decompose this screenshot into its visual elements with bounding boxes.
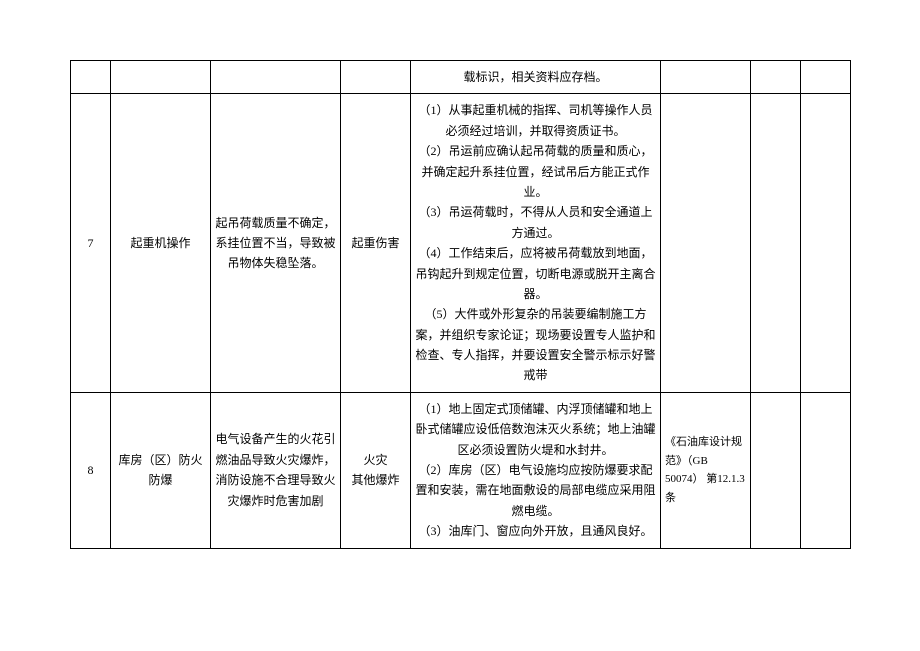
cell-blank [801, 94, 851, 392]
table-row: 7 起重机操作 起吊荷载质量不确定，系挂位置不当，导致被吊物体失稳坠落。 起重伤… [71, 94, 851, 392]
cell-num [71, 61, 111, 94]
cell-hazard: 起吊荷载质量不确定，系挂位置不当，导致被吊物体失稳坠落。 [211, 94, 341, 392]
cell-blank [751, 392, 801, 548]
cell-hazard: 电气设备产生的火花引燃油品导致火灾爆炸，消防设施不合理导致火灾爆炸时危害加剧 [211, 392, 341, 548]
cell-name: 起重机操作 [111, 94, 211, 392]
cell-measure: （1）从事起重机械的指挥、司机等操作人员必须经过培训，并取得资质证书。（2）吊运… [411, 94, 661, 392]
cell-blank [751, 61, 801, 94]
cell-num: 7 [71, 94, 111, 392]
cell-blank [801, 61, 851, 94]
cell-name: 库房（区）防火防爆 [111, 392, 211, 548]
table-row: 8 库房（区）防火防爆 电气设备产生的火花引燃油品导致火灾爆炸，消防设施不合理导… [71, 392, 851, 548]
cell-type: 起重伤害 [341, 94, 411, 392]
cell-type: 火灾其他爆炸 [341, 392, 411, 548]
cell-name [111, 61, 211, 94]
cell-measure: 载标识，相关资料应存档。 [411, 61, 661, 94]
safety-table: 载标识，相关资料应存档。 7 起重机操作 起吊荷载质量不确定，系挂位置不当，导致… [70, 60, 851, 549]
cell-basis [661, 94, 751, 392]
cell-blank [751, 94, 801, 392]
cell-basis [661, 61, 751, 94]
cell-num: 8 [71, 392, 111, 548]
cell-basis: 《石油库设计规范》（GB 50074） 第12.1.3 条 [661, 392, 751, 548]
cell-measure: （1）地上固定式顶储罐、内浮顶储罐和地上卧式储罐应设低倍数泡沫灭火系统；地上油罐… [411, 392, 661, 548]
table-row: 载标识，相关资料应存档。 [71, 61, 851, 94]
cell-type [341, 61, 411, 94]
cell-hazard [211, 61, 341, 94]
cell-blank [801, 392, 851, 548]
